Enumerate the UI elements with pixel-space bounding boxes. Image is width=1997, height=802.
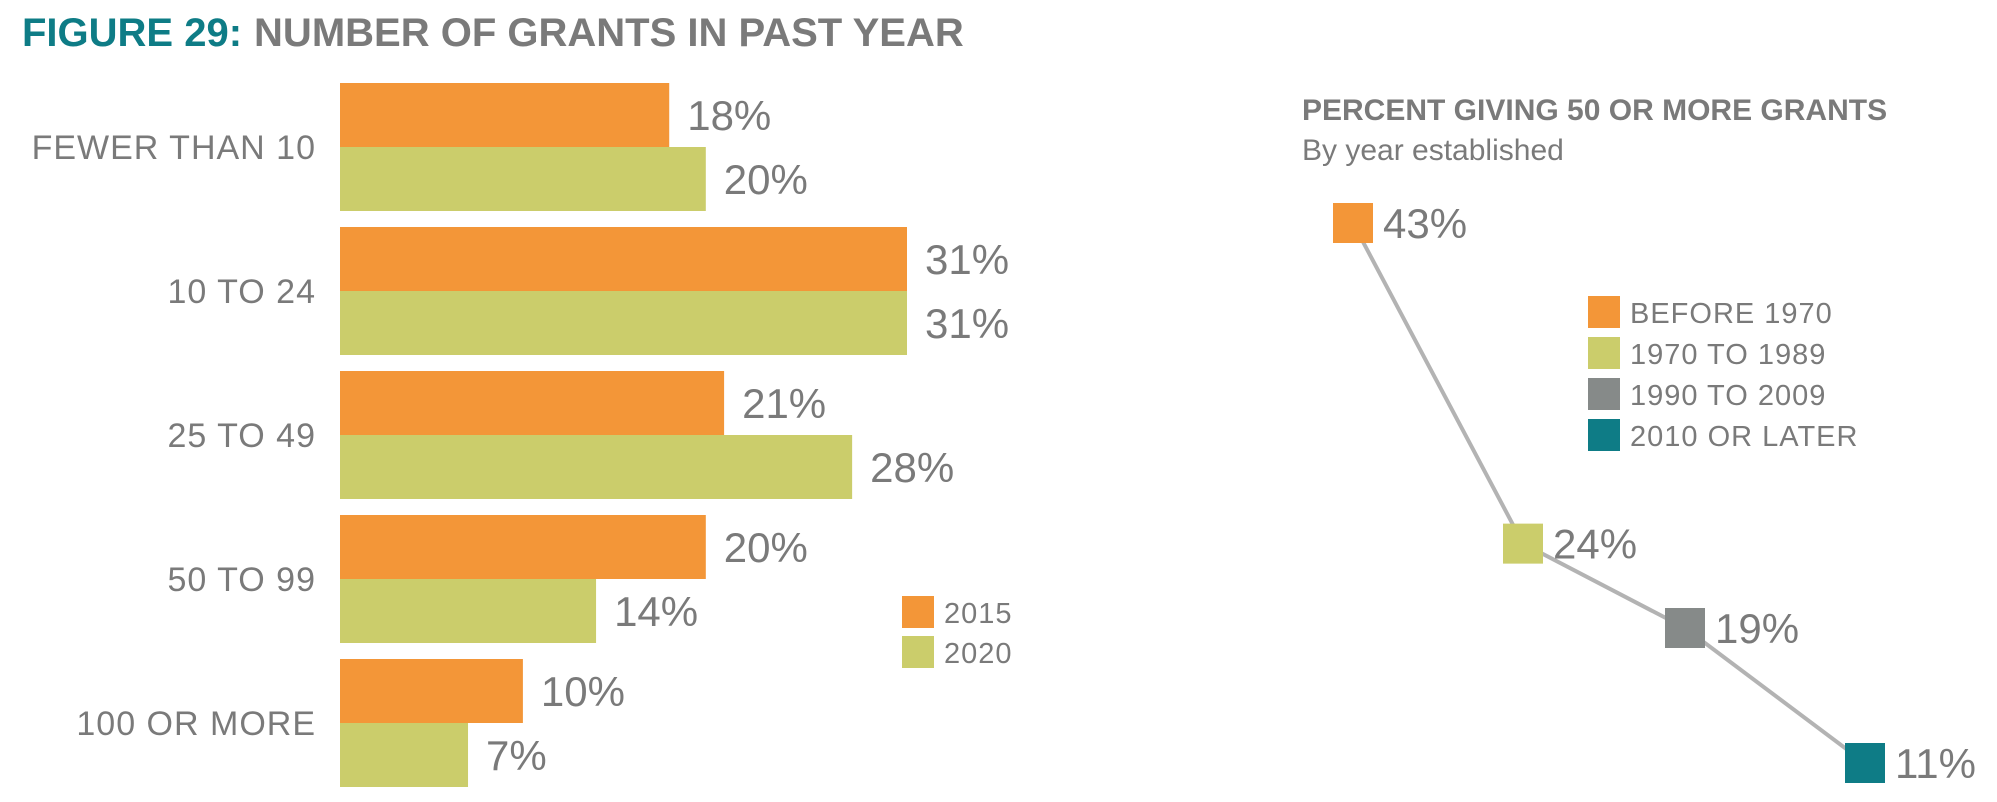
line-legend-label: 2010 OR LATER xyxy=(1630,421,1858,453)
line-legend-label: BEFORE 1970 xyxy=(1630,298,1833,330)
bar-category-label: 100 OR MORE xyxy=(76,705,316,743)
bar-value-label: 28% xyxy=(870,444,954,491)
line-legend-swatch xyxy=(1588,296,1620,328)
figure-title-text: NUMBER OF GRANTS IN PAST YEAR xyxy=(254,11,964,55)
legend-swatch-2020 xyxy=(902,636,934,668)
bar-2015 xyxy=(340,227,907,291)
bar-category-label: FEWER THAN 10 xyxy=(32,129,316,167)
line-point-label: 11% xyxy=(1895,740,1976,787)
bar-chart: FEWER THAN 10 18% 20% 10 TO 24 31% 31% 25 TO 4… xyxy=(32,83,1009,787)
bar-2015 xyxy=(340,371,725,435)
line-legend-swatch xyxy=(1588,378,1620,410)
figure-label: FIGURE 29: xyxy=(22,11,242,55)
bar-value-label: 18% xyxy=(687,92,771,139)
bar-value-label: 31% xyxy=(925,300,1009,347)
bar-category-label: 50 TO 99 xyxy=(167,561,316,599)
line-point xyxy=(1333,203,1373,243)
legend-label-2015: 2015 xyxy=(944,598,1013,630)
line-chart-subtitle: By year established xyxy=(1302,134,1564,167)
line-point xyxy=(1845,743,1885,783)
bar-value-label: 10% xyxy=(541,668,625,715)
bar-2020 xyxy=(340,723,469,787)
line-point xyxy=(1503,523,1543,564)
line-chart-title: PERCENT GIVING 50 OR MORE GRANTS xyxy=(1302,94,1887,127)
line-chart: 43% 24% 19% 11% xyxy=(1333,200,1976,787)
bar-2015 xyxy=(340,83,670,147)
bar-2015 xyxy=(340,659,523,723)
bar-2020 xyxy=(340,147,706,211)
bar-value-label: 21% xyxy=(742,380,826,427)
bar-chart-legend: 2015 2020 xyxy=(902,596,1013,670)
line-legend-swatch xyxy=(1588,337,1620,369)
legend-label-2020: 2020 xyxy=(944,638,1013,670)
bar-category-label: 25 TO 49 xyxy=(167,417,316,455)
bar-value-label: 14% xyxy=(614,588,698,635)
line-series xyxy=(1351,222,1867,765)
figure-title: FIGURE 29: NUMBER OF GRANTS IN PAST YEAR xyxy=(22,11,964,55)
bar-value-label: 20% xyxy=(724,524,808,571)
bar-value-label: 31% xyxy=(925,236,1009,283)
line-chart-legend: BEFORE 1970 1970 TO 1989 1990 TO 2009 2010 … xyxy=(1588,296,1858,453)
line-point xyxy=(1665,608,1705,648)
line-point-label: 43% xyxy=(1383,200,1467,247)
bar-value-label: 20% xyxy=(724,156,808,203)
bar-2020 xyxy=(340,435,853,499)
line-legend-label: 1990 TO 2009 xyxy=(1630,380,1826,412)
bar-value-label: 7% xyxy=(486,732,547,779)
bar-2020 xyxy=(340,291,907,355)
legend-swatch-2015 xyxy=(902,596,934,628)
line-legend-swatch xyxy=(1588,419,1620,451)
bar-category-label: 10 TO 24 xyxy=(167,273,316,311)
bar-2020 xyxy=(340,579,597,643)
bar-2015 xyxy=(340,515,706,579)
line-point-label: 19% xyxy=(1715,605,1799,652)
line-point-label: 24% xyxy=(1553,521,1637,568)
line-legend-label: 1970 TO 1989 xyxy=(1630,339,1826,371)
